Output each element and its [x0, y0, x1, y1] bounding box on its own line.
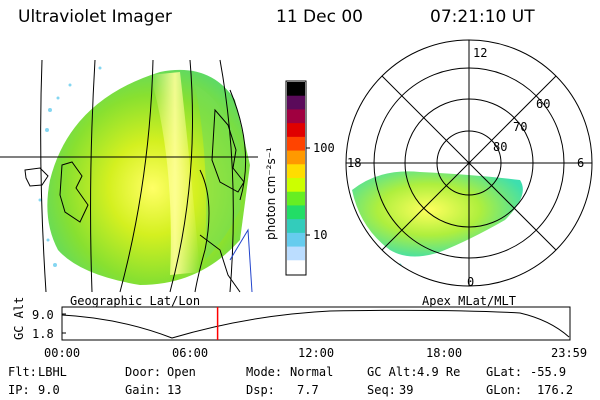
colorbar-swatch — [287, 232, 305, 248]
colorbar-swatch — [287, 260, 305, 275]
colorbar-swatch — [287, 164, 305, 179]
colorbar-tick-100: 100 — [313, 141, 335, 155]
mlt-label-12: 12 — [473, 46, 488, 60]
timeline-xtick-2: 12:00 — [298, 346, 335, 360]
colorbar-swatch — [287, 109, 305, 124]
colorbar-swatch — [287, 191, 305, 206]
colorbar-swatch — [287, 219, 305, 234]
mlt-label-18: 18 — [347, 156, 362, 170]
geographic-caption: Geographic Lat/Lon — [70, 294, 201, 308]
timeline-xtick-1: 06:00 — [172, 346, 209, 360]
filter-value: LBHL — [38, 365, 67, 379]
door-label: Door: — [125, 365, 162, 379]
ip-label: IP: — [8, 383, 30, 397]
colorbar-swatch — [287, 123, 305, 138]
mlt-label-6: 6 — [577, 156, 585, 170]
seq-label: Seq: — [367, 383, 396, 397]
glon-label: GLon: — [486, 383, 523, 397]
timeline-xtick-3: 18:00 — [426, 346, 463, 360]
timeline-axis-label: GC Alt — [12, 296, 26, 340]
mlat-label-70: 70 — [513, 120, 528, 134]
gcalt-label: GC Alt: — [367, 365, 418, 379]
timeline-xtick-0: 00:00 — [44, 346, 81, 360]
filter-label: Flt: — [8, 365, 37, 379]
instrument-title: Ultraviolet Imager — [18, 7, 172, 27]
colorbar — [285, 80, 310, 276]
apex-caption: Apex MLat/MLT — [422, 294, 516, 308]
gain-label: Gain: — [125, 383, 162, 397]
timeline-ytick-top: 9.0 — [32, 308, 54, 322]
dsp-label: Dsp: — [246, 383, 275, 397]
colorbar-swatch — [287, 178, 305, 193]
colorbar-swatch — [287, 246, 305, 261]
glat-value: -55.9 — [530, 365, 567, 379]
colorbar-swatch — [287, 136, 305, 152]
gain-value: 13 — [167, 383, 182, 397]
timeline-ytick-bottom: 1.8 — [32, 327, 54, 341]
colorbar-swatch — [287, 205, 305, 220]
seq-value: 39 — [399, 383, 414, 397]
timeline-xtick-4: 23:59 — [551, 346, 588, 360]
observation-time: 07:21:10 UT — [430, 7, 535, 27]
colorbar-swatch — [287, 82, 305, 97]
timeline-plot — [61, 306, 571, 341]
glon-value: 176.2 — [537, 383, 574, 397]
observation-date: 11 Dec 00 — [276, 7, 363, 27]
door-value: Open — [167, 365, 196, 379]
mode-value: Normal — [290, 365, 334, 379]
gcalt-value: 4.9 Re — [417, 365, 461, 379]
ip-value: 9.0 — [38, 383, 60, 397]
mlat-label-60: 60 — [536, 97, 551, 111]
glat-label: GLat: — [486, 365, 523, 379]
mode-label: Mode: — [246, 365, 283, 379]
colorbar-unit-label: photon cm⁻²s⁻¹ — [264, 147, 278, 240]
apex-polar-plot — [345, 39, 593, 287]
mlt-label-0: 0 — [467, 275, 475, 289]
colorbar-swatch — [287, 95, 305, 110]
geographic-image — [0, 59, 258, 293]
dsp-value: 7.7 — [297, 383, 319, 397]
mlat-label-80: 80 — [493, 140, 508, 154]
colorbar-swatch — [287, 150, 305, 165]
colorbar-tick-10: 10 — [313, 228, 328, 242]
